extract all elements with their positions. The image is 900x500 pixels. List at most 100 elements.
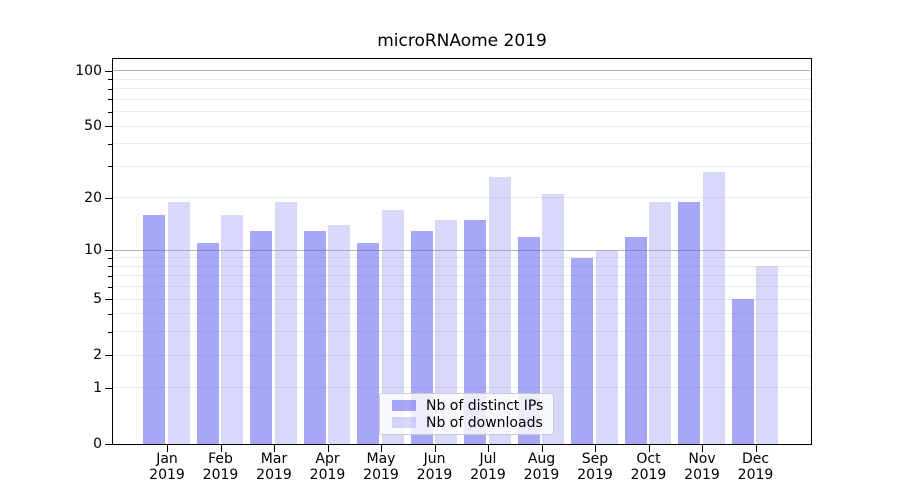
x-tick-label: Aug 2019 (510, 451, 574, 483)
bar-downloads-oct (649, 201, 671, 444)
x-tick-year-label: 2019 (577, 466, 613, 483)
legend-label-downloads: Nb of downloads (426, 414, 543, 431)
x-tick-label: Apr 2019 (296, 451, 360, 483)
bar-downloads-apr (328, 225, 350, 444)
bar-downloads-nov (702, 171, 725, 444)
x-tick (702, 445, 703, 452)
bar-distinct-ips-sep (571, 257, 593, 444)
x-tick-year-label: 2019 (523, 466, 560, 483)
legend-swatch-distinct-ips (392, 400, 416, 411)
gridline-minor (113, 165, 811, 167)
gridline-minor (113, 331, 811, 333)
x-tick-label: Dec 2019 (724, 451, 788, 483)
y-tick-major (105, 299, 112, 301)
gridline-minor (113, 298, 811, 300)
bar-downloads-may (381, 210, 404, 444)
y-tick-label: 1 (93, 379, 102, 396)
y-tick-major (105, 387, 112, 389)
x-tick (434, 445, 436, 452)
x-tick-year-label: 2019 (149, 466, 185, 483)
x-tick-year-label: 2019 (737, 466, 774, 483)
bar-downloads-feb (221, 214, 243, 444)
x-tick-label: Sep 2019 (563, 451, 627, 483)
gridline-minor (113, 125, 811, 127)
x-tick (220, 445, 222, 452)
x-tick-year-label: 2019 (363, 466, 399, 483)
gridline-major (113, 70, 811, 72)
x-tick-label: Jan 2019 (135, 451, 199, 483)
y-tick-minor (108, 286, 112, 288)
y-tick-minor (108, 79, 112, 81)
y-tick-label: 100 (75, 62, 102, 79)
bar-distinct-ips-feb (196, 243, 219, 444)
x-tick-year-label: 2019 (416, 466, 453, 483)
bar-downloads-jul (488, 177, 511, 444)
legend: Nb of distinct IPs Nb of downloads (379, 393, 555, 435)
bar-distinct-ips-aug (517, 236, 540, 444)
bar-distinct-ips-jul (464, 219, 486, 444)
y-tick-major (105, 197, 112, 199)
y-tick-minor (108, 111, 112, 113)
x-tick-label: Jul 2019 (456, 451, 520, 483)
bar-distinct-ips-apr (303, 230, 326, 444)
gridline-minor (113, 111, 811, 113)
x-tick-label: Jun 2019 (403, 451, 467, 483)
x-tick (648, 445, 650, 452)
x-tick-year-label: 2019 (256, 466, 292, 483)
bar-distinct-ips-may (357, 243, 379, 444)
gridline-minor (113, 88, 811, 90)
bar-distinct-ips-dec (731, 299, 754, 444)
x-tick-label: Feb 2019 (189, 451, 253, 483)
x-tick-label: Mar 2019 (242, 451, 306, 483)
bar-distinct-ips-jan (143, 214, 165, 444)
gridline-minor (113, 354, 811, 356)
y-tick-label: 5 (93, 291, 102, 308)
gridline-minor (113, 98, 811, 100)
gridline-minor (113, 313, 811, 315)
bar-downloads-sep (595, 250, 618, 444)
bar-distinct-ips-nov (678, 201, 700, 444)
x-tick-label: May 2019 (349, 451, 413, 483)
gridline-major (113, 249, 811, 251)
y-tick-minor (108, 99, 112, 101)
x-tick (327, 445, 329, 452)
x-tick (755, 445, 757, 452)
y-tick-minor (108, 88, 112, 90)
bar-downloads-aug (542, 194, 564, 444)
gridline-minor (113, 275, 811, 277)
y-tick-label: 10 (84, 242, 102, 259)
legend-row-downloads: Nb of downloads (392, 415, 543, 431)
bar-distinct-ips-oct (624, 236, 647, 444)
x-tick-year-label: 2019 (684, 466, 720, 483)
y-tick-major (105, 70, 112, 72)
bar-downloads-mar (274, 201, 297, 444)
bar-downloads-jun (435, 219, 457, 444)
x-tick (274, 445, 275, 452)
x-tick (595, 445, 596, 452)
plot-area (112, 58, 812, 445)
y-tick-major (105, 355, 112, 357)
x-tick (488, 445, 489, 452)
gridline-minor (113, 286, 811, 288)
y-tick-major (105, 126, 112, 128)
gridline-minor (113, 265, 811, 267)
x-tick-label: Oct 2019 (617, 451, 681, 483)
y-tick-label: 0 (93, 436, 102, 452)
y-tick-label: 50 (84, 118, 102, 135)
bar-downloads-jan (167, 201, 190, 444)
gridline-minor (113, 257, 811, 259)
gridline-minor (113, 387, 811, 389)
legend-row-distinct-ips: Nb of distinct IPs (392, 398, 543, 414)
chart-title: microRNAome 2019 (377, 31, 547, 51)
bars-layer (113, 59, 811, 444)
gridline-minor (113, 197, 811, 199)
y-tick-label: 2 (93, 347, 102, 364)
y-tick-label: 20 (84, 189, 102, 206)
y-tick-minor (108, 331, 112, 333)
grid-layer (113, 59, 811, 444)
y-tick-minor (108, 266, 112, 268)
bar-distinct-ips-jun (410, 230, 433, 444)
x-tick (167, 445, 168, 452)
y-tick-minor (108, 166, 112, 168)
